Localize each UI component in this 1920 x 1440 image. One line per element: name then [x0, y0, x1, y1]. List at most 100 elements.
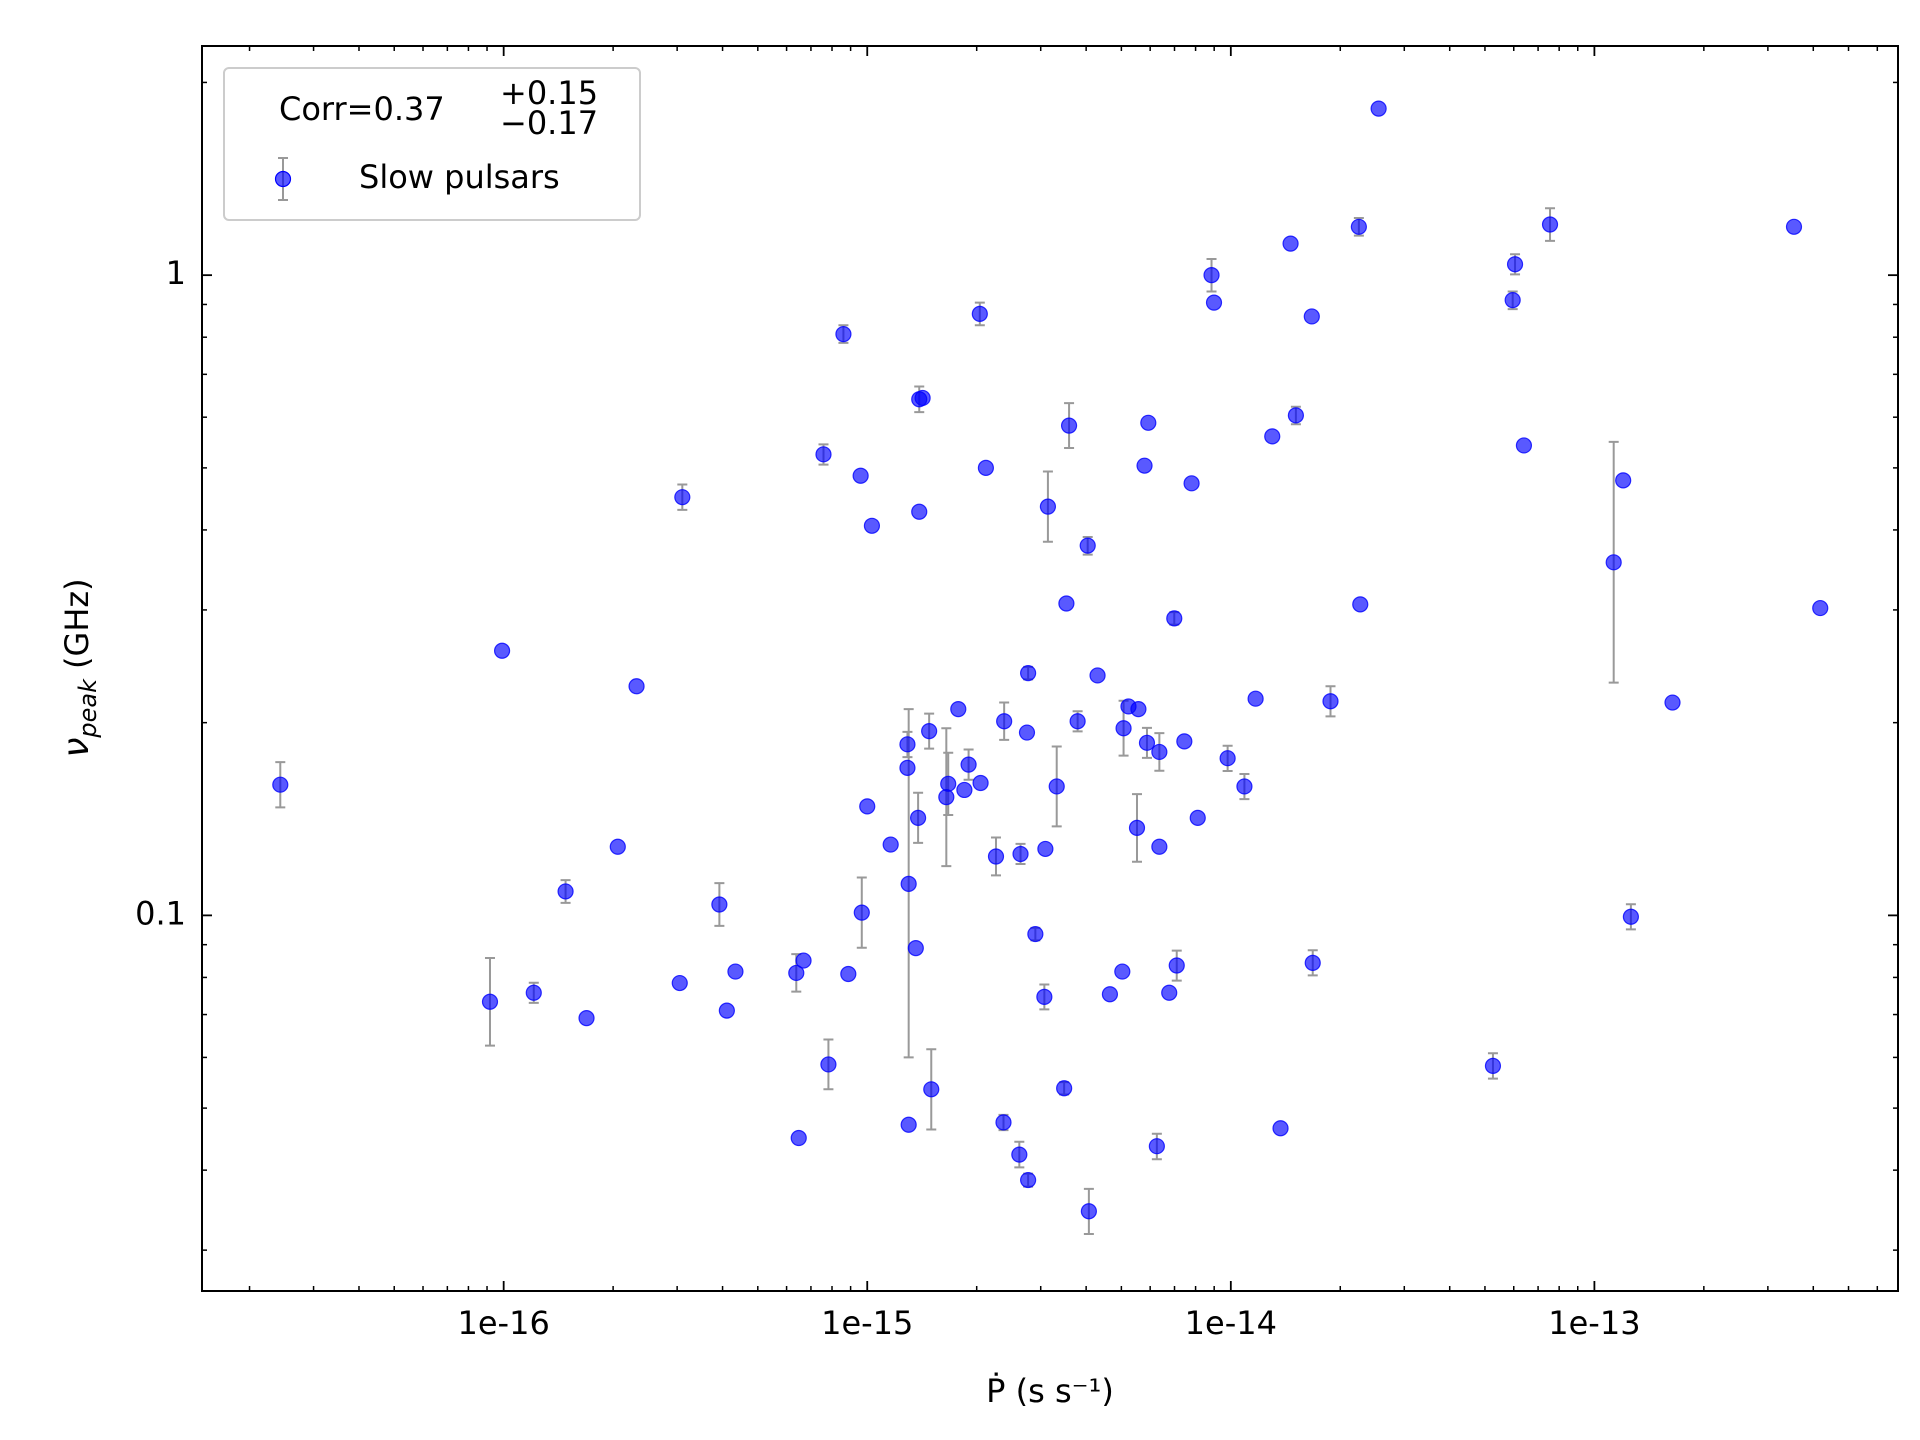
data-point — [1018, 724, 1036, 741]
data-point — [820, 1056, 837, 1073]
data-point — [1140, 414, 1157, 431]
data-point — [1148, 1138, 1165, 1155]
data-point — [863, 517, 881, 534]
data-point — [907, 939, 924, 957]
data-point — [900, 1116, 917, 1133]
data-point — [972, 774, 989, 792]
data-point — [674, 489, 691, 506]
legend-title-main: Corr=0.37 — [279, 90, 445, 128]
data-point — [1287, 407, 1304, 424]
data-point — [859, 798, 876, 815]
data-point — [940, 775, 957, 792]
data-point — [835, 325, 852, 343]
data-point — [1541, 216, 1559, 233]
legend-marker — [274, 170, 292, 188]
data-point — [481, 993, 499, 1010]
x-tick-label: 1e-15 — [821, 1304, 913, 1342]
data-point — [1189, 809, 1206, 826]
data-point — [1272, 1120, 1289, 1137]
data-point — [1011, 1146, 1028, 1163]
x-tick-label: 1e-16 — [458, 1304, 550, 1342]
data-point — [840, 965, 857, 983]
data-point — [1812, 599, 1829, 617]
data-point — [727, 963, 744, 980]
data-point — [1484, 1057, 1502, 1074]
data-point — [718, 1002, 735, 1019]
data-point — [960, 756, 977, 773]
data-point — [899, 736, 916, 753]
data-point — [790, 1129, 807, 1147]
data-point — [1205, 294, 1223, 311]
data-point — [938, 789, 955, 806]
data-point — [1161, 984, 1178, 1001]
data-point — [628, 678, 645, 695]
data-point — [1219, 750, 1236, 767]
plot-frame — [201, 45, 1899, 1292]
data-point — [1183, 475, 1200, 492]
data-point — [1069, 713, 1086, 730]
data-point — [1350, 218, 1367, 235]
data-point — [1605, 554, 1622, 571]
data-point — [1020, 665, 1037, 682]
data-point — [525, 984, 542, 1001]
legend-box — [223, 67, 641, 221]
data-point — [1037, 840, 1054, 858]
x-tick-label: 1e-13 — [1548, 1304, 1640, 1342]
y-label-subscript: peak — [74, 678, 102, 739]
data-point — [1203, 267, 1220, 284]
data-point — [977, 459, 994, 476]
data-point — [1012, 845, 1029, 863]
data-point — [1114, 963, 1131, 980]
data-point — [1036, 988, 1053, 1005]
data-point — [1060, 417, 1078, 434]
data-point — [1128, 819, 1146, 836]
data-point — [950, 700, 967, 718]
data-point — [1352, 596, 1369, 613]
data-point — [971, 305, 988, 322]
data-point — [1048, 778, 1065, 795]
data-point — [1236, 778, 1253, 795]
x-tick-label: 1e-14 — [1185, 1304, 1277, 1342]
data-point — [1079, 537, 1096, 554]
data-point — [921, 723, 938, 740]
y-label-unit: (GHz) — [58, 578, 96, 669]
data-point — [1130, 700, 1147, 718]
data-point — [1504, 292, 1521, 309]
legend-title-lower: −0.17 — [500, 104, 598, 142]
y-label-symbol: ν — [56, 738, 97, 758]
data-point — [493, 642, 511, 659]
data-point — [1615, 472, 1632, 489]
data-point — [1138, 734, 1156, 751]
data-point — [1101, 986, 1119, 1003]
data-point — [956, 781, 973, 799]
data-point — [1515, 437, 1533, 454]
data-point — [1089, 667, 1106, 684]
data-point — [996, 713, 1013, 730]
data-point — [995, 1114, 1012, 1131]
data-point — [1039, 498, 1057, 515]
data-point — [609, 838, 626, 855]
data-point — [882, 836, 899, 853]
legend-title: Corr=0.37 — [279, 90, 445, 128]
y-tick-label: 0.1 — [135, 894, 186, 932]
data-point — [1058, 595, 1075, 612]
data-point — [1370, 100, 1387, 117]
data-point — [910, 809, 927, 826]
data-point — [1247, 690, 1264, 707]
data-point — [1027, 925, 1044, 943]
data-point — [557, 883, 574, 900]
data-point — [1020, 1171, 1037, 1189]
y-axis-label: νpeak (GHz) — [56, 578, 102, 757]
data-point — [899, 759, 916, 776]
data-point — [1506, 256, 1524, 273]
data-point — [1264, 428, 1281, 445]
data-point — [1166, 610, 1183, 627]
data-point — [1622, 908, 1639, 925]
data-point — [711, 896, 728, 913]
data-point — [1151, 838, 1168, 855]
data-point — [923, 1081, 940, 1098]
data-point — [1136, 457, 1153, 474]
data-point — [578, 1010, 595, 1027]
data-point — [1664, 694, 1681, 711]
